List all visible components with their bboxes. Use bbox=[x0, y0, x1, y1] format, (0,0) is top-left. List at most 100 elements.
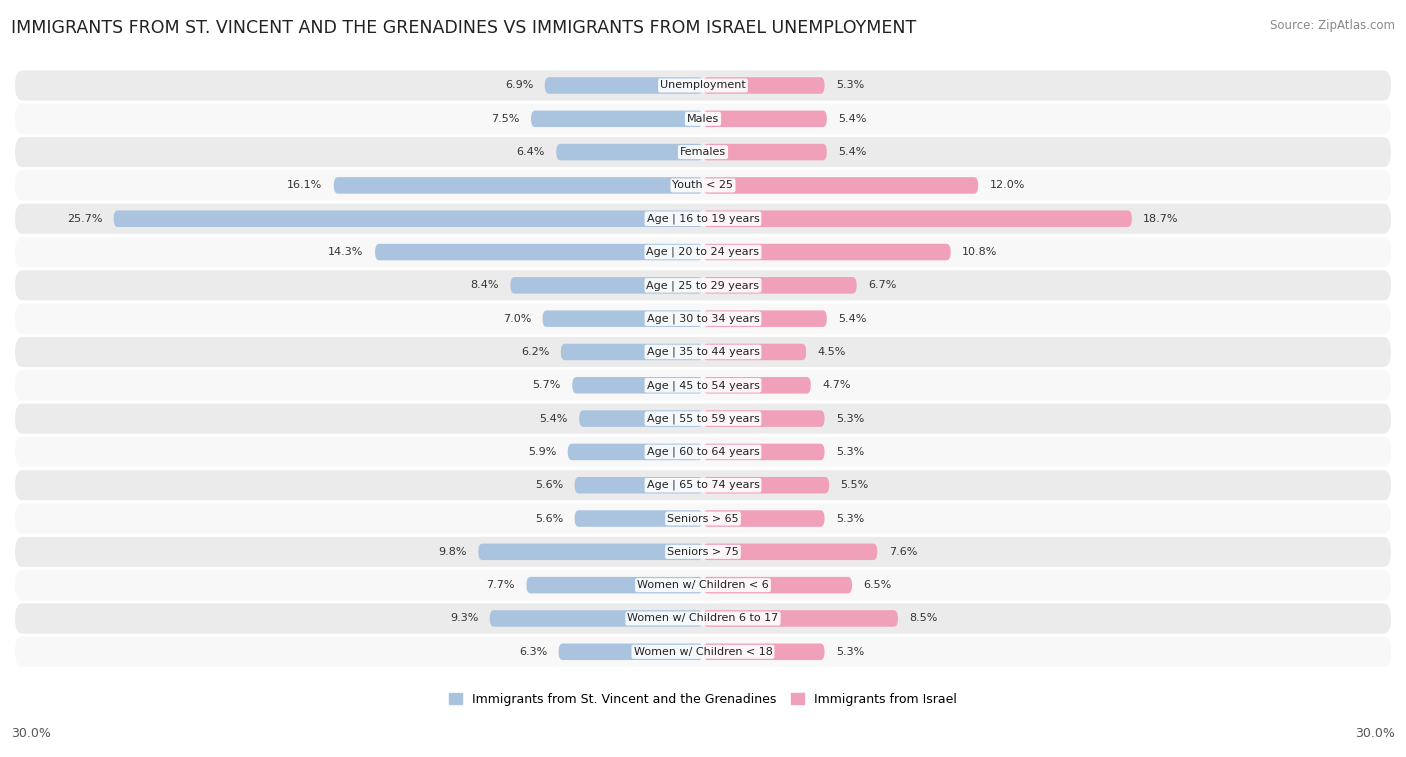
Text: Age | 25 to 29 years: Age | 25 to 29 years bbox=[647, 280, 759, 291]
Text: 5.4%: 5.4% bbox=[540, 413, 568, 424]
Text: Women w/ Children < 6: Women w/ Children < 6 bbox=[637, 580, 769, 590]
Text: 5.4%: 5.4% bbox=[838, 313, 866, 324]
Text: 6.4%: 6.4% bbox=[516, 147, 544, 157]
FancyBboxPatch shape bbox=[703, 77, 824, 94]
FancyBboxPatch shape bbox=[15, 470, 1391, 500]
FancyBboxPatch shape bbox=[333, 177, 703, 194]
Text: Source: ZipAtlas.com: Source: ZipAtlas.com bbox=[1270, 19, 1395, 32]
FancyBboxPatch shape bbox=[15, 270, 1391, 301]
Text: 5.6%: 5.6% bbox=[534, 513, 564, 524]
FancyBboxPatch shape bbox=[561, 344, 703, 360]
Text: Age | 20 to 24 years: Age | 20 to 24 years bbox=[647, 247, 759, 257]
Text: 5.4%: 5.4% bbox=[838, 147, 866, 157]
FancyBboxPatch shape bbox=[703, 210, 1132, 227]
Text: 7.0%: 7.0% bbox=[502, 313, 531, 324]
Text: 5.3%: 5.3% bbox=[837, 513, 865, 524]
FancyBboxPatch shape bbox=[703, 577, 852, 593]
Text: 5.6%: 5.6% bbox=[534, 480, 564, 491]
Text: 6.7%: 6.7% bbox=[868, 280, 897, 291]
FancyBboxPatch shape bbox=[557, 144, 703, 160]
Text: Age | 60 to 64 years: Age | 60 to 64 years bbox=[647, 447, 759, 457]
FancyBboxPatch shape bbox=[15, 70, 1391, 101]
FancyBboxPatch shape bbox=[579, 410, 703, 427]
FancyBboxPatch shape bbox=[703, 643, 824, 660]
Text: Age | 30 to 34 years: Age | 30 to 34 years bbox=[647, 313, 759, 324]
FancyBboxPatch shape bbox=[703, 277, 856, 294]
Text: Unemployment: Unemployment bbox=[661, 80, 745, 91]
Legend: Immigrants from St. Vincent and the Grenadines, Immigrants from Israel: Immigrants from St. Vincent and the Gren… bbox=[450, 693, 956, 706]
Text: 5.3%: 5.3% bbox=[837, 413, 865, 424]
Text: 5.3%: 5.3% bbox=[837, 447, 865, 457]
FancyBboxPatch shape bbox=[703, 177, 979, 194]
Text: 7.6%: 7.6% bbox=[889, 547, 917, 557]
FancyBboxPatch shape bbox=[15, 304, 1391, 334]
FancyBboxPatch shape bbox=[15, 337, 1391, 367]
FancyBboxPatch shape bbox=[478, 544, 703, 560]
FancyBboxPatch shape bbox=[15, 170, 1391, 201]
Text: 30.0%: 30.0% bbox=[11, 727, 51, 740]
Text: Women w/ Children < 18: Women w/ Children < 18 bbox=[634, 646, 772, 657]
Text: Youth < 25: Youth < 25 bbox=[672, 180, 734, 191]
FancyBboxPatch shape bbox=[703, 510, 824, 527]
Text: 14.3%: 14.3% bbox=[328, 247, 364, 257]
Text: 8.5%: 8.5% bbox=[910, 613, 938, 624]
Text: 12.0%: 12.0% bbox=[990, 180, 1025, 191]
Text: Males: Males bbox=[688, 114, 718, 124]
FancyBboxPatch shape bbox=[15, 403, 1391, 434]
Text: Age | 45 to 54 years: Age | 45 to 54 years bbox=[647, 380, 759, 391]
FancyBboxPatch shape bbox=[703, 310, 827, 327]
FancyBboxPatch shape bbox=[703, 111, 827, 127]
FancyBboxPatch shape bbox=[15, 104, 1391, 134]
FancyBboxPatch shape bbox=[558, 643, 703, 660]
FancyBboxPatch shape bbox=[375, 244, 703, 260]
FancyBboxPatch shape bbox=[703, 410, 824, 427]
Text: 5.5%: 5.5% bbox=[841, 480, 869, 491]
FancyBboxPatch shape bbox=[510, 277, 703, 294]
FancyBboxPatch shape bbox=[568, 444, 703, 460]
Text: 9.3%: 9.3% bbox=[450, 613, 478, 624]
FancyBboxPatch shape bbox=[15, 537, 1391, 567]
FancyBboxPatch shape bbox=[15, 637, 1391, 667]
Text: 5.7%: 5.7% bbox=[533, 380, 561, 391]
FancyBboxPatch shape bbox=[543, 310, 703, 327]
FancyBboxPatch shape bbox=[15, 370, 1391, 400]
FancyBboxPatch shape bbox=[489, 610, 703, 627]
FancyBboxPatch shape bbox=[15, 237, 1391, 267]
FancyBboxPatch shape bbox=[15, 603, 1391, 634]
Text: Age | 16 to 19 years: Age | 16 to 19 years bbox=[647, 213, 759, 224]
Text: Age | 35 to 44 years: Age | 35 to 44 years bbox=[647, 347, 759, 357]
Text: 6.5%: 6.5% bbox=[863, 580, 891, 590]
Text: 16.1%: 16.1% bbox=[287, 180, 322, 191]
Text: 4.7%: 4.7% bbox=[823, 380, 851, 391]
FancyBboxPatch shape bbox=[703, 544, 877, 560]
FancyBboxPatch shape bbox=[15, 137, 1391, 167]
Text: IMMIGRANTS FROM ST. VINCENT AND THE GRENADINES VS IMMIGRANTS FROM ISRAEL UNEMPLO: IMMIGRANTS FROM ST. VINCENT AND THE GREN… bbox=[11, 19, 917, 37]
Text: 4.5%: 4.5% bbox=[818, 347, 846, 357]
FancyBboxPatch shape bbox=[703, 377, 811, 394]
Text: 9.8%: 9.8% bbox=[439, 547, 467, 557]
Text: 8.4%: 8.4% bbox=[471, 280, 499, 291]
FancyBboxPatch shape bbox=[114, 210, 703, 227]
Text: 25.7%: 25.7% bbox=[66, 213, 103, 224]
FancyBboxPatch shape bbox=[572, 377, 703, 394]
FancyBboxPatch shape bbox=[703, 144, 827, 160]
FancyBboxPatch shape bbox=[531, 111, 703, 127]
FancyBboxPatch shape bbox=[703, 610, 898, 627]
FancyBboxPatch shape bbox=[15, 437, 1391, 467]
Text: Seniors > 65: Seniors > 65 bbox=[668, 513, 738, 524]
FancyBboxPatch shape bbox=[544, 77, 703, 94]
Text: 6.3%: 6.3% bbox=[519, 646, 547, 657]
Text: 5.4%: 5.4% bbox=[838, 114, 866, 124]
FancyBboxPatch shape bbox=[15, 204, 1391, 234]
Text: Seniors > 75: Seniors > 75 bbox=[666, 547, 740, 557]
FancyBboxPatch shape bbox=[703, 244, 950, 260]
Text: 5.3%: 5.3% bbox=[837, 80, 865, 91]
Text: 30.0%: 30.0% bbox=[1355, 727, 1395, 740]
Text: 5.9%: 5.9% bbox=[527, 447, 557, 457]
Text: Age | 55 to 59 years: Age | 55 to 59 years bbox=[647, 413, 759, 424]
FancyBboxPatch shape bbox=[15, 503, 1391, 534]
Text: 7.7%: 7.7% bbox=[486, 580, 515, 590]
Text: 5.3%: 5.3% bbox=[837, 646, 865, 657]
Text: 6.9%: 6.9% bbox=[505, 80, 533, 91]
FancyBboxPatch shape bbox=[526, 577, 703, 593]
